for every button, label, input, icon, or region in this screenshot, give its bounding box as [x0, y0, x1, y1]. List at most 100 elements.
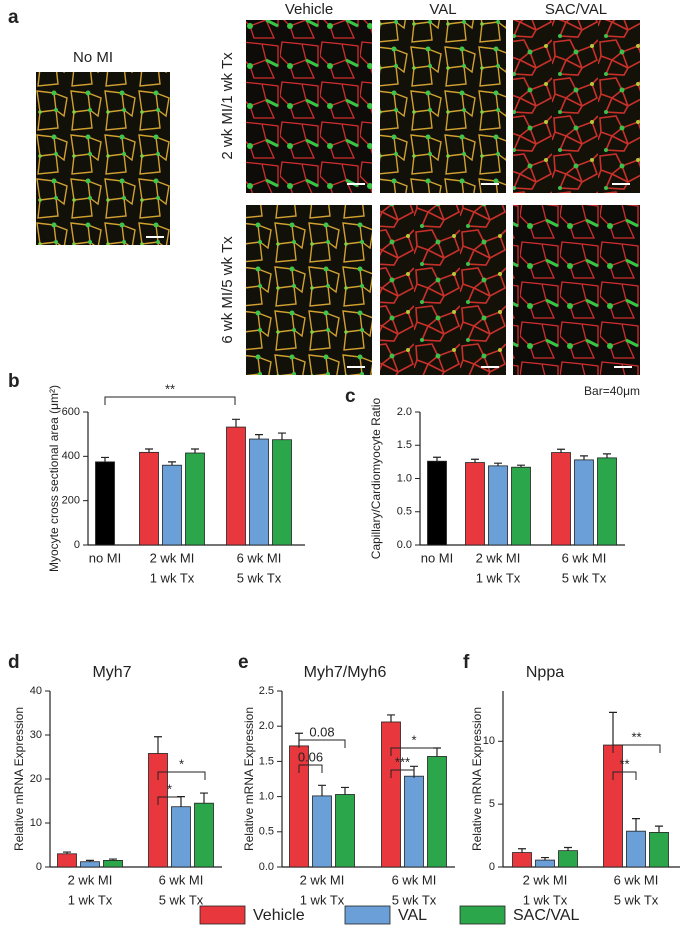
error-bar [145, 448, 153, 453]
scale-bars [347, 183, 632, 368]
micrograph [246, 20, 372, 193]
x-tick-label: 6 wk MI [614, 872, 659, 887]
error-bar [86, 859, 94, 862]
panel-label: a [8, 7, 19, 28]
bar [148, 753, 168, 868]
bar [139, 451, 159, 546]
column-label: VAL [429, 1, 456, 18]
bar [511, 466, 531, 546]
y-tick-label: 2.0 [259, 720, 274, 732]
bar [171, 806, 191, 868]
y-axis-label: Capillary/Cardiomyocyte Ratio [369, 397, 383, 559]
x-tick-label: 2 wk MI [68, 872, 113, 887]
y-tick-label: 40 [30, 685, 42, 697]
x-tick-label: no MI [89, 550, 122, 565]
legend-swatch [459, 905, 506, 925]
row-label: 2 wk MI/1 wk Tx [219, 52, 236, 160]
bar [381, 721, 401, 868]
y-tick-label: 1.0 [259, 791, 274, 803]
error-bar [154, 736, 162, 754]
bar [535, 859, 555, 868]
significance-label: 0.06 [298, 749, 323, 764]
bar [80, 861, 100, 868]
significance-bracket [390, 747, 438, 756]
error-bar [318, 784, 326, 796]
panel-label: d [8, 652, 20, 673]
significance-bracket [390, 769, 415, 778]
error-bar [655, 825, 663, 833]
bar [626, 830, 646, 868]
y-tick-label: 5 [489, 798, 495, 810]
y-tick-label: 1.5 [259, 755, 274, 767]
y-tick-label: 2.5 [259, 685, 274, 697]
x-tick-label: 2 wk MI [523, 872, 568, 887]
error-bar [564, 846, 572, 851]
bar [335, 794, 355, 868]
y-axis-label: Relative mRNA Expression [12, 707, 26, 851]
bar [649, 832, 669, 868]
bar [597, 457, 617, 546]
significance-bracket [612, 744, 661, 753]
error-bar [580, 455, 588, 460]
error-bar [517, 464, 525, 468]
y-tick-label: 400 [62, 450, 80, 462]
x-tick-label: 6 wk MI [392, 872, 437, 887]
micrograph [513, 205, 640, 375]
bar [551, 452, 571, 546]
y-tick-label: 10 [483, 735, 495, 747]
significance-label: *** [395, 754, 410, 769]
panel-label: b [8, 371, 20, 392]
significance-bracket [157, 796, 182, 805]
bar [57, 853, 77, 868]
bar [249, 438, 269, 546]
bar [404, 775, 424, 868]
x-tick-label: 1 wk Tx [68, 892, 113, 907]
y-tick-label: 1.5 [397, 439, 412, 451]
y-tick-label: 0 [74, 539, 80, 551]
legend-swatch [344, 905, 391, 925]
error-bar [494, 462, 502, 466]
x-tick-label: 6 wk MI [237, 550, 282, 565]
error-bar [341, 786, 349, 795]
significance-label: ** [631, 729, 641, 744]
bar [272, 439, 292, 546]
panel-label: e [238, 652, 249, 673]
y-tick-label: 0.0 [397, 539, 412, 551]
significance-label: * [167, 781, 172, 796]
micrograph [246, 205, 372, 375]
micrograph [380, 20, 506, 193]
error-bar [387, 714, 395, 722]
legend-swatch [199, 905, 246, 925]
chart-title: Myh7 [92, 664, 131, 681]
error-bar [63, 851, 71, 854]
y-tick-label: 2.0 [397, 406, 412, 418]
panel-label: c [345, 386, 356, 407]
error-bar [101, 456, 109, 462]
x-tick-label: 5 wk Tx [562, 570, 607, 585]
x-tick-label: no MI [421, 550, 454, 565]
error-bar [632, 818, 640, 832]
significance-label: ** [165, 381, 175, 396]
y-tick-label: 30 [30, 729, 42, 741]
micrograph [380, 205, 506, 375]
error-bar [255, 434, 263, 440]
bar [103, 860, 123, 868]
micrograph [513, 20, 640, 193]
legend-label: VAL [398, 907, 427, 924]
x-tick-label: 6 wk MI [159, 872, 204, 887]
image-label: No MI [73, 49, 113, 66]
bar [194, 802, 214, 868]
significance-bracket [298, 764, 323, 773]
x-tick-label: 5 wk Tx [614, 892, 659, 907]
bar [488, 465, 508, 546]
x-tick-label: 1 wk Tx [476, 570, 521, 585]
error-bar [191, 448, 199, 454]
chart-title: Myh7/Myh6 [304, 664, 387, 681]
error-bar [609, 711, 617, 746]
y-tick-label: 20 [30, 773, 42, 785]
error-bar [168, 461, 176, 466]
legend-label: Vehicle [253, 907, 305, 924]
micrograph [36, 72, 170, 245]
y-tick-label: 600 [62, 406, 80, 418]
significance-label: * [411, 732, 416, 747]
